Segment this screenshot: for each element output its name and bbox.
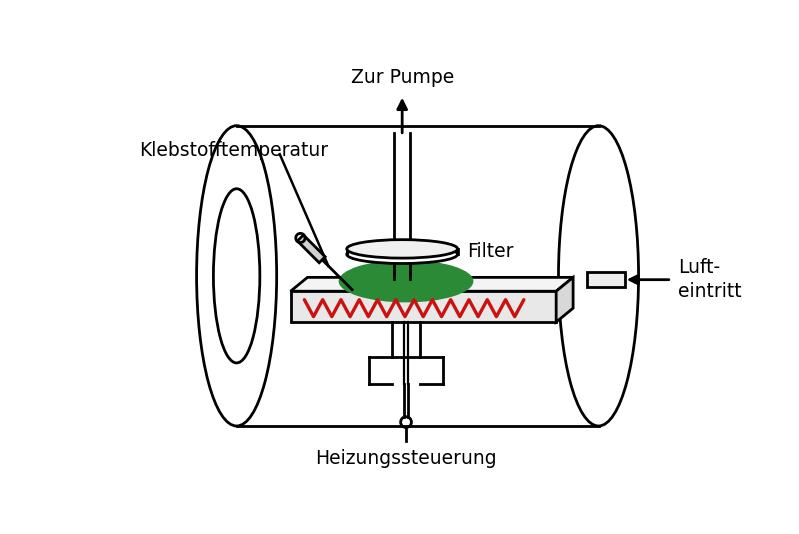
Polygon shape (291, 277, 573, 291)
Polygon shape (587, 272, 626, 287)
Text: Filter: Filter (467, 242, 513, 261)
Polygon shape (556, 277, 573, 322)
Text: Heizungssteuerung: Heizungssteuerung (316, 449, 497, 468)
Polygon shape (297, 235, 325, 263)
Ellipse shape (347, 240, 458, 258)
Text: Klebstofftemperatur: Klebstofftemperatur (139, 141, 328, 160)
Ellipse shape (339, 260, 473, 302)
Polygon shape (291, 291, 556, 322)
Text: Zur Pumpe: Zur Pumpe (351, 68, 454, 87)
Text: Luft-
eintritt: Luft- eintritt (678, 258, 741, 301)
Polygon shape (237, 125, 598, 426)
Ellipse shape (347, 245, 458, 263)
